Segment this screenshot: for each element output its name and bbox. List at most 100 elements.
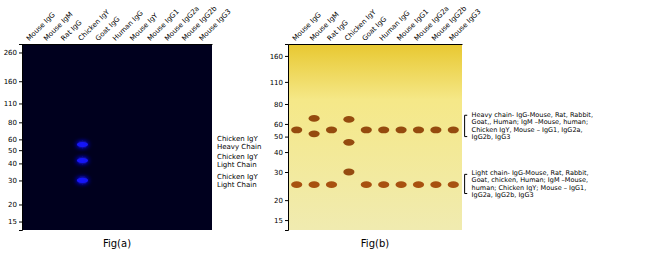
band xyxy=(396,181,407,188)
tick: 15 xyxy=(274,217,288,225)
tick-label: 50 xyxy=(274,133,283,141)
bracket xyxy=(465,115,468,136)
chart-container: 15203040506080110160260Mouse IgGMouse Ig… xyxy=(0,0,650,257)
tick-label: 30 xyxy=(8,177,17,185)
tick-label: 110 xyxy=(270,79,283,87)
tick-mark xyxy=(19,204,22,205)
tick: 160 xyxy=(270,53,288,61)
x-axis: Mouse IgGMouse IgMRat IgGChicken IgYGoat… xyxy=(289,4,483,44)
tick: 160 xyxy=(4,78,22,86)
band xyxy=(361,127,372,134)
band xyxy=(361,181,372,188)
band xyxy=(326,181,337,188)
tick-label: 30 xyxy=(274,169,283,177)
tick-label: 160 xyxy=(270,53,283,61)
tick-label: 20 xyxy=(8,201,17,209)
tick: 20 xyxy=(274,197,288,205)
annotation-line: IgG2a, IgG2b, IgG3 xyxy=(472,191,534,199)
tick: 50 xyxy=(8,147,22,155)
tick: 40 xyxy=(8,160,22,168)
chart-svg: 15203040506080110160260Mouse IgGMouse Ig… xyxy=(0,0,650,257)
axis-line xyxy=(23,44,213,45)
band xyxy=(343,116,354,123)
tick: 110 xyxy=(270,79,288,87)
plot-background xyxy=(288,44,462,230)
tick-mark xyxy=(285,172,288,173)
tick-mark xyxy=(19,150,22,151)
annotation-line: Heavy Chain xyxy=(217,143,261,151)
band xyxy=(77,178,88,183)
tick-label: 40 xyxy=(8,160,17,168)
tick-mark xyxy=(285,104,288,105)
band xyxy=(413,127,424,134)
band xyxy=(430,181,441,188)
band xyxy=(291,181,302,188)
tick-mark xyxy=(285,56,288,57)
band xyxy=(326,127,337,134)
tick-mark xyxy=(19,180,22,181)
tick: 30 xyxy=(8,177,22,185)
tick-label: 20 xyxy=(274,197,283,205)
tick-mark xyxy=(19,122,22,123)
panel-label: Fig(a) xyxy=(103,238,131,249)
tick-label: 40 xyxy=(274,149,283,157)
axis-line xyxy=(289,44,463,45)
y-axis: 15203040506080110160260 xyxy=(4,45,23,231)
tick: 20 xyxy=(8,201,22,209)
tick-label: Mouse IgG3 xyxy=(198,8,233,43)
panel: 15203040506080110160260Mouse IgGMouse Ig… xyxy=(4,4,262,249)
plot-background xyxy=(22,44,212,230)
band xyxy=(413,181,424,188)
tick-mark xyxy=(285,124,288,125)
band xyxy=(430,127,441,134)
tick-label: 80 xyxy=(8,119,17,127)
tick-mark xyxy=(285,220,288,221)
band xyxy=(343,139,354,146)
band xyxy=(291,127,302,134)
tick: 80 xyxy=(274,101,288,109)
tick-label: 50 xyxy=(8,147,17,155)
band xyxy=(378,181,389,188)
tick: 60 xyxy=(8,136,22,144)
y-axis: 15 20 30 40 50 60 80 110 160 xyxy=(270,45,289,231)
annotation-line: Chicken IgY xyxy=(217,135,258,143)
annotation: Chicken IgYLight Chain xyxy=(217,173,258,189)
annotation: Chicken IgYHeavy Chain xyxy=(217,135,261,151)
tick: 110 xyxy=(4,100,22,108)
panel: 15 20 30 40 50 60 80 110 160 Mouse IgGMouse IgMRa… xyxy=(270,4,593,249)
tick: 50 xyxy=(274,133,288,141)
tick: 15 xyxy=(8,218,22,226)
tick-mark xyxy=(19,163,22,164)
band xyxy=(396,127,407,134)
band xyxy=(309,115,320,122)
band xyxy=(343,169,354,176)
panel-label: Fig(b) xyxy=(361,238,389,249)
tick-label: 15 xyxy=(8,218,17,226)
tick-mark xyxy=(19,81,22,82)
tick-mark xyxy=(19,222,22,223)
tick-label: 60 xyxy=(274,121,283,129)
tick: Mouse IgG3 xyxy=(448,8,483,43)
band xyxy=(448,181,459,188)
tick: 30 xyxy=(274,169,288,177)
axis-line xyxy=(19,45,23,231)
band xyxy=(378,127,389,134)
tick-mark xyxy=(19,139,22,140)
marks xyxy=(77,142,88,183)
tick-mark xyxy=(19,103,22,104)
tick-label: Mouse IgG3 xyxy=(448,8,483,43)
axis-line xyxy=(285,45,289,231)
annotation: Heavy chain- IgG-Mouse, Rat, Rabbit,Goat… xyxy=(472,111,593,141)
band xyxy=(448,127,459,134)
annotation: Light chain- IgG-Mouse, Rat, Rabbit,Goat… xyxy=(472,169,589,200)
tick-mark xyxy=(19,52,22,53)
band xyxy=(309,130,320,137)
band xyxy=(77,142,88,147)
tick: 60 xyxy=(274,121,288,129)
band xyxy=(309,181,320,188)
tick-label: 160 xyxy=(4,78,17,86)
annotation-line: Light Chain xyxy=(217,161,257,169)
x-axis: Mouse IgGMouse IgMRat IgGChicken IgYGoat… xyxy=(23,4,233,44)
tick: 80 xyxy=(8,119,22,127)
bracket xyxy=(465,174,468,193)
